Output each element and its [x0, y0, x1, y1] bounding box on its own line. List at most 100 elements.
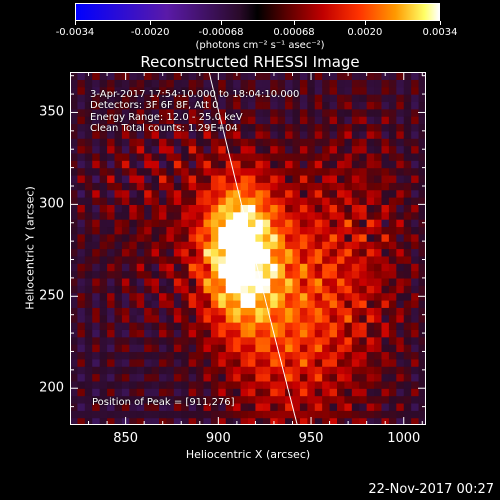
heatmap-cell [77, 174, 86, 183]
heatmap-cell [107, 241, 116, 250]
heatmap-cell [277, 380, 286, 389]
heatmap-cell [322, 86, 331, 95]
heatmap-cell [411, 402, 420, 411]
heatmap-cell [344, 314, 353, 323]
heatmap-cell [92, 204, 101, 213]
heatmap-cell [344, 116, 353, 125]
heatmap-cell [92, 152, 101, 161]
heatmap-cell [210, 211, 219, 220]
heatmap-cell [151, 285, 160, 294]
heatmap-cell [337, 72, 346, 80]
heatmap-cell [403, 174, 412, 183]
heatmap-cell [99, 152, 108, 161]
heatmap-cell [307, 189, 316, 198]
heatmap-cell [299, 299, 308, 308]
heatmap-cell [225, 197, 234, 205]
heatmap-cell [210, 351, 219, 360]
heatmap-cell [92, 263, 101, 272]
heatmap-cell [322, 255, 331, 264]
heatmap-cell [299, 270, 308, 279]
heatmap-cell [121, 86, 130, 95]
heatmap-cell [418, 285, 426, 294]
heatmap-cell [129, 204, 138, 213]
heatmap-cell [337, 226, 346, 235]
heatmap-cell [77, 322, 86, 330]
heatmap-cell [233, 233, 242, 242]
heatmap-cell [99, 108, 108, 117]
heatmap-cell [366, 277, 375, 286]
heatmap-cell [403, 138, 412, 147]
heatmap-cell [285, 366, 294, 375]
heatmap-cell [77, 307, 86, 316]
heatmap-cell [129, 351, 138, 360]
heatmap-cell [210, 160, 219, 169]
heatmap-cell [351, 373, 360, 382]
heatmap-cell [374, 255, 383, 264]
heatmap-cell [248, 130, 257, 139]
heatmap-cell [277, 241, 286, 250]
heatmap-cell [99, 292, 108, 301]
heatmap-cell [396, 329, 405, 338]
heatmap-cell [307, 322, 316, 330]
heatmap-cell [203, 197, 212, 205]
heatmap-cell [396, 152, 405, 161]
heatmap-cell [181, 219, 190, 228]
heatmap-cell [188, 145, 197, 154]
heatmap-cell [173, 211, 182, 220]
heatmap-cell [210, 366, 219, 375]
heatmap-cell [136, 86, 145, 95]
heatmap-cell [218, 86, 227, 95]
heatmap-cell [166, 123, 175, 132]
heatmap-cell [114, 388, 123, 397]
y-tick-label: 350 [39, 104, 64, 120]
heatmap-cell [411, 167, 420, 176]
heatmap-cell [114, 307, 123, 316]
heatmap-cell [144, 314, 153, 323]
heatmap-cell [240, 248, 249, 257]
heatmap-cell [166, 219, 175, 228]
heatmap-cell [84, 108, 93, 117]
heatmap-cell [77, 101, 86, 110]
heatmap-cell [218, 219, 227, 228]
heatmap-cell [396, 299, 405, 308]
heatmap-cell [329, 395, 338, 404]
heatmap-cell [233, 116, 242, 125]
heatmap-cell [270, 108, 279, 117]
heatmap-cell [136, 226, 145, 235]
heatmap-cell [351, 336, 360, 345]
heatmap-cell [181, 417, 190, 425]
heatmap-cell [351, 248, 360, 257]
heatmap-cell [403, 329, 412, 338]
heatmap-cell [225, 255, 234, 264]
heatmap-cell [129, 336, 138, 345]
heatmap-cell [337, 358, 346, 367]
heatmap-cell [381, 336, 390, 345]
heatmap-cell [84, 145, 93, 154]
heatmap-cell [299, 101, 308, 110]
heatmap-cell [233, 314, 242, 323]
heatmap-cell [70, 263, 79, 272]
annotation-energy: Energy Range: 12.0 - 25.0 keV [90, 112, 243, 123]
heatmap-cell [307, 270, 316, 279]
heatmap-cell [403, 219, 412, 228]
heatmap-cell [77, 285, 86, 294]
heatmap-cell [166, 167, 175, 176]
heatmap-cell [285, 248, 294, 257]
heatmap-cell [292, 263, 301, 272]
heatmap-cell [322, 270, 331, 279]
heatmap-cell [314, 86, 323, 95]
heatmap-cell [70, 86, 79, 95]
heatmap-cell [322, 123, 331, 132]
heatmap-cell [277, 270, 286, 279]
heatmap-cell [337, 123, 346, 132]
heatmap-cell [99, 417, 108, 425]
heatmap-cell [374, 233, 383, 242]
heatmap-cell [322, 167, 331, 176]
heatmap-cell [233, 138, 242, 147]
heatmap-cell [248, 277, 257, 286]
heatmap-cell [292, 351, 301, 360]
heatmap-cell [240, 395, 249, 404]
heatmap-cell [70, 130, 79, 139]
heatmap-cell [181, 373, 190, 382]
heatmap-cell [255, 329, 264, 338]
